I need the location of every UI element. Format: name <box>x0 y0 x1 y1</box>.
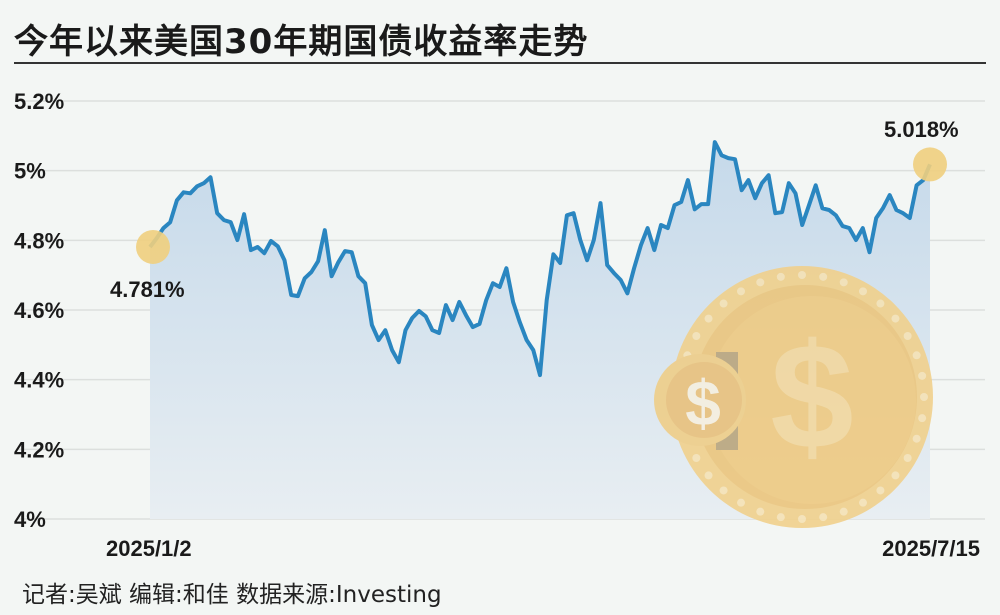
coin-rim-dot <box>819 513 828 522</box>
chart-title: 今年以来美国30年期国债收益率走势 <box>14 22 589 62</box>
coin-rim-dot <box>819 272 828 281</box>
y-tick-label: 4% <box>14 507 46 532</box>
y-tick-label: 4.8% <box>14 228 64 253</box>
y-tick-label: 4.2% <box>14 437 64 462</box>
coin-rim-dot <box>776 272 785 281</box>
coin-rim-dot <box>903 332 912 340</box>
coin-rim-dot <box>704 314 713 323</box>
coin-rim-dot <box>719 299 728 308</box>
x-tick-start: 2025/1/2 <box>106 536 192 561</box>
coin-rim-dot <box>891 314 900 323</box>
small-coin-face <box>666 362 742 438</box>
coin-rim-dot <box>692 332 701 340</box>
coin-rim-dot <box>737 498 745 507</box>
coin-rim-dot <box>737 287 745 296</box>
coin-rim-dot <box>912 434 921 443</box>
big-coin-inner <box>708 296 916 504</box>
coin-rim-dot <box>719 486 728 495</box>
yield-line <box>148 140 932 378</box>
end-marker <box>913 147 947 182</box>
coin-rim-dot <box>891 471 900 480</box>
dollar-icon-large: $ <box>770 312 853 480</box>
start-value-label: 4.781% <box>110 277 185 302</box>
coin-rim-dot <box>839 507 848 516</box>
coin-rim-dot <box>920 393 928 401</box>
coin-rim-dot <box>798 271 806 279</box>
dollar-icon-small: $ <box>685 367 721 439</box>
coin-rim-dot <box>859 287 867 296</box>
x-tick-end: 2025/7/15 <box>882 536 980 561</box>
coin-rim-dot <box>859 498 867 507</box>
coin-rim-dot <box>918 414 927 423</box>
footer-credits: 记者:吴斌 编辑:和佳 数据来源:Investing <box>22 582 442 608</box>
coin-illustration: $ $ <box>654 266 933 528</box>
coin-rim-dot <box>903 454 912 462</box>
end-value-label: 5.018% <box>884 117 959 142</box>
coin-rim-dot <box>776 513 785 522</box>
coin-rim-dot <box>692 454 701 462</box>
coin-rim-dot <box>918 371 927 380</box>
coin-rim-dot <box>756 278 765 287</box>
y-tick-label: 5% <box>14 159 46 184</box>
coin-rim-dot <box>876 299 885 308</box>
coin-rim-dot <box>912 351 921 360</box>
y-tick-label: 4.6% <box>14 298 64 323</box>
title-divider <box>14 62 986 64</box>
coin-rim-dot <box>704 471 713 480</box>
coin-rim-dot <box>876 486 885 495</box>
y-tick-label: 4.4% <box>14 368 64 393</box>
coin-rim-dot <box>839 278 848 287</box>
y-tick-label: 5.2% <box>14 89 64 114</box>
start-marker <box>136 229 170 264</box>
coin-rim-dot <box>756 507 765 516</box>
coin-rim-dot <box>798 515 806 523</box>
